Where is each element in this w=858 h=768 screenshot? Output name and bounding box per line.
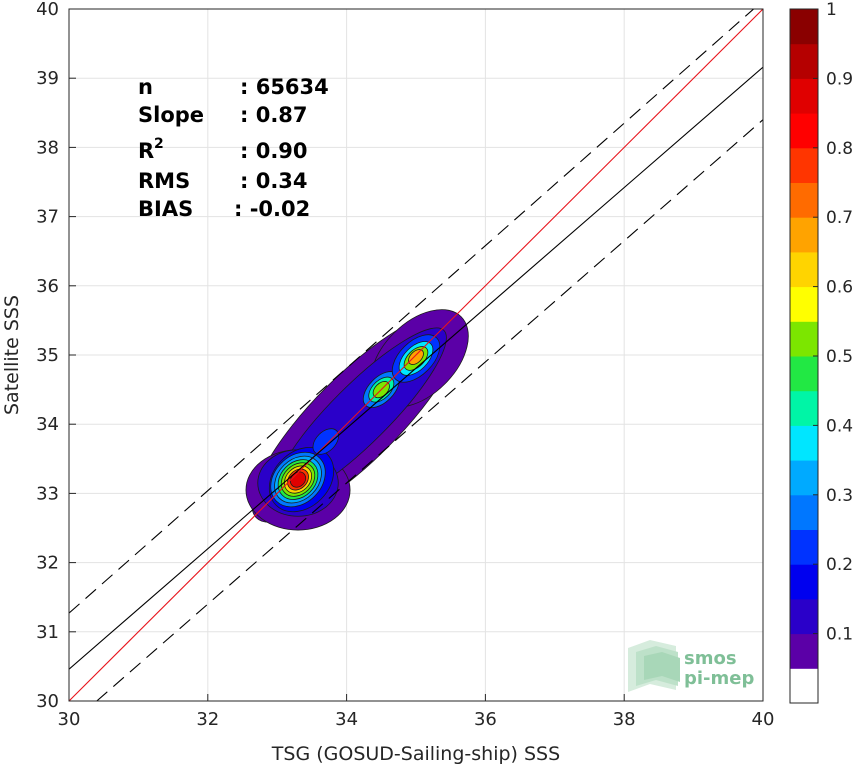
- colorbar-swatch: [790, 425, 818, 461]
- stat-label: BIAS: [138, 197, 193, 221]
- reference-lines: [69, 9, 763, 701]
- x-tick-label: 34: [335, 709, 358, 730]
- stat-label: R: [138, 139, 154, 163]
- lower-bound-line: [96, 119, 763, 701]
- stat-label: n: [138, 75, 153, 99]
- y-tick-label: 30: [36, 691, 59, 712]
- identity-line: [69, 9, 763, 701]
- y-axis-label: Satellite SSS: [1, 295, 23, 415]
- upper-bound-line: [69, 9, 755, 614]
- stat-value: : 0.34: [240, 169, 308, 193]
- colorbar-swatch: [790, 9, 818, 45]
- y-tick-label: 32: [36, 553, 59, 574]
- x-tick-label: 36: [474, 709, 497, 730]
- y-tick-label: 35: [36, 345, 59, 366]
- density-level-shoulder: [312, 428, 339, 455]
- colorbar-swatch: [790, 390, 818, 426]
- x-tick-label: 30: [58, 709, 81, 730]
- logo-icon: [628, 640, 680, 692]
- colorbar-swatch: [790, 113, 818, 149]
- stat-value: : 65634: [240, 75, 329, 99]
- colorbar-swatch: [790, 668, 818, 704]
- colorbar-tick-label: 0.2: [826, 555, 853, 575]
- stat-superscript: 2: [154, 136, 164, 152]
- colorbar-ticks: 0.1 0.2 0.3 0.4 0.5 0.6 0.7 0.8 0.9 1: [813, 0, 853, 645]
- colorbar-swatch: [790, 564, 818, 600]
- y-axis-ticks: 30 31 32 33 34 35 36 37 38 39 40: [36, 0, 76, 712]
- colorbar-tick-label: 0.9: [826, 69, 853, 89]
- density-contours: [245, 309, 469, 531]
- y-tick-label: 38: [36, 137, 59, 158]
- colorbar-swatch: [790, 286, 818, 322]
- smos-pi-mep-logo: smos pi-mep: [628, 640, 754, 692]
- logo-text-smos: smos: [684, 648, 737, 669]
- colorbar-swatch: [790, 217, 818, 253]
- x-tick-label: 32: [196, 709, 219, 730]
- stat-value: : -0.02: [234, 197, 310, 221]
- colorbar-tick-label: 0.1: [826, 625, 853, 645]
- colorbar-tick-label: 0.8: [826, 139, 853, 159]
- colorbar-swatch: [790, 460, 818, 496]
- logo-text-pimep: pi-mep: [684, 668, 754, 689]
- colorbar-swatch: [790, 529, 818, 565]
- grid: [68, 8, 764, 702]
- colorbar-swatch: [790, 321, 818, 357]
- colorbar-swatch: [790, 182, 818, 218]
- colorbar-swatch: [790, 598, 818, 635]
- y-tick-label: 37: [36, 207, 59, 228]
- stat-label: Slope: [138, 103, 204, 127]
- stat-label: RMS: [138, 169, 190, 193]
- colorbar-tick-label: 0.4: [826, 416, 853, 436]
- stat-value: : 0.90: [240, 139, 308, 163]
- density-level-peak3: [408, 349, 424, 365]
- y-tick-label: 31: [36, 622, 59, 643]
- colorbar-swatch: [790, 633, 818, 669]
- colorbar-tick-label: 0.6: [826, 278, 853, 298]
- colorbar-swatches: [790, 9, 818, 704]
- colorbar-swatch: [790, 356, 818, 392]
- colorbar-tick-label: 0.3: [826, 486, 853, 506]
- x-axis-label: TSG (GOSUD-Sailing-ship) SSS: [271, 743, 560, 765]
- x-axis-ticks: 30 32 34 36 38 40: [58, 694, 775, 730]
- colorbar-swatch: [790, 43, 818, 79]
- y-tick-label: 36: [36, 276, 59, 297]
- y-tick-label: 40: [36, 0, 59, 20]
- y-tick-label: 39: [36, 68, 59, 89]
- stat-value: : 0.87: [240, 103, 308, 127]
- x-tick-label: 40: [752, 709, 775, 730]
- colorbar-tick-label: 0.5: [826, 347, 853, 367]
- colorbar: 0.1 0.2 0.3 0.4 0.5 0.6 0.7 0.8 0.9 1: [789, 0, 853, 704]
- y-tick-label: 34: [36, 414, 59, 435]
- colorbar-tick-label: 0.7: [826, 208, 853, 228]
- regression-line: [69, 66, 763, 670]
- y-tick-label: 33: [36, 483, 59, 504]
- colorbar-swatch: [790, 251, 818, 288]
- colorbar-swatch: [790, 78, 818, 114]
- colorbar-tick-label: 1: [826, 0, 837, 20]
- x-tick-label: 38: [613, 709, 636, 730]
- statistics-box: n : 65634 Slope : 0.87 R 2 : 0.90 RMS : 0.34 BIAS…: [138, 75, 329, 221]
- colorbar-swatch: [790, 494, 818, 530]
- colorbar-swatch: [790, 147, 818, 183]
